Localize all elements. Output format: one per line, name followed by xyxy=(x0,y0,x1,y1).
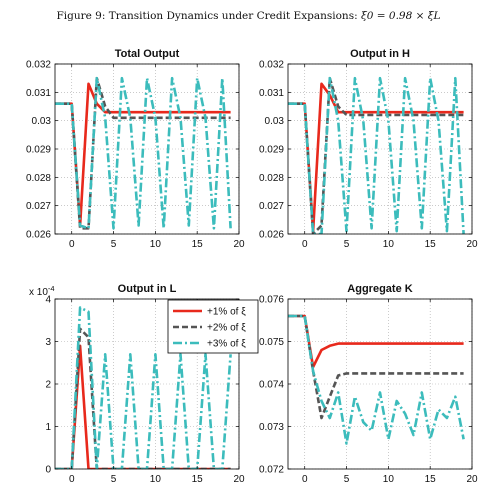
x-tick-label: 0 xyxy=(302,239,308,250)
y-tick-label: 2 xyxy=(45,380,51,391)
x-tick-label: 5 xyxy=(111,474,117,485)
x-tick-label: 20 xyxy=(233,474,245,485)
figure-title-text: Figure 9: Transition Dynamics under Cred… xyxy=(56,10,358,22)
y-tick-label: 0.072 xyxy=(259,465,284,476)
x-tick-label: 15 xyxy=(425,474,437,485)
series-plus3-line xyxy=(288,76,465,234)
panel-3: 0 5 10 15 20 0.072 0.073 0.074 0.075 0.076 Aggrega… xyxy=(259,283,478,485)
y-tick-label: 0.028 xyxy=(26,173,51,184)
x-tick-label: 0 xyxy=(302,474,308,485)
x-tick-label: 20 xyxy=(466,474,478,485)
y-tick-label: 0.026 xyxy=(26,230,51,241)
x-tick-label: 0 xyxy=(69,474,75,485)
y-tick-label: 0.027 xyxy=(259,201,284,212)
x-tick-label: 10 xyxy=(150,239,162,250)
panel-0: 0 5 10 15 20 0.026 0.027 0.028 0.029 0.03 0.031 0.0… xyxy=(26,48,245,250)
y-tick-label: 0.073 xyxy=(259,422,284,433)
panel-title: Output in H xyxy=(350,48,410,60)
y-tick-label: 0.031 xyxy=(26,88,51,99)
y-tick-label: 0.03 xyxy=(32,116,52,127)
y-tick-label: 0.029 xyxy=(26,145,51,156)
series-plus3-line xyxy=(55,76,232,230)
legend-label-series-plus3: +3% of ξ xyxy=(207,339,246,350)
y-tick-label: 0.032 xyxy=(26,60,51,71)
legend: +1% of ξ +2% of ξ +3% of ξ xyxy=(167,299,259,354)
x-tick-label: 20 xyxy=(466,239,478,250)
figure-title: Figure 9: Transition Dynamics under Cred… xyxy=(0,10,497,22)
x-tick-label: 15 xyxy=(192,239,204,250)
x-tick-label: 5 xyxy=(111,239,117,250)
x-tick-label: 5 xyxy=(344,474,350,485)
y-tick-label: 0.031 xyxy=(259,88,284,99)
y-tick-label: 0 xyxy=(45,465,51,476)
y-multiplier-exponent: -4 xyxy=(48,284,55,293)
y-tick-label: 0.074 xyxy=(259,380,284,391)
y-tick-label: 0.026 xyxy=(259,230,284,241)
legend-label-series-plus2: +2% of ξ xyxy=(207,323,246,334)
legend-label-series-plus1: +1% of ξ xyxy=(207,307,246,318)
series-plus2-line xyxy=(55,327,231,469)
y-tick-label: 0.076 xyxy=(259,295,284,306)
x-tick-label: 20 xyxy=(233,239,245,250)
y-tick-label: 0.028 xyxy=(259,173,284,184)
y-tick-label: 0.03 xyxy=(265,116,285,127)
x-tick-label: 15 xyxy=(425,239,437,250)
y-tick-label: 4 xyxy=(45,295,51,306)
y-tick-label: 3 xyxy=(45,337,51,348)
panel-1: 0 5 10 15 20 0.026 0.027 0.028 0.029 0.03 0.031 0.0… xyxy=(259,48,478,250)
panel-title: Output in L xyxy=(118,283,177,295)
series-plus3-line xyxy=(55,306,232,469)
x-tick-label: 10 xyxy=(150,474,162,485)
series-plus2-line xyxy=(288,314,464,420)
x-tick-label: 0 xyxy=(69,239,75,250)
y-tick-label: 0.075 xyxy=(259,337,284,348)
x-tick-label: 10 xyxy=(383,239,395,250)
y-tick-label: 0.032 xyxy=(259,60,284,71)
y-tick-label: 1 xyxy=(45,422,51,433)
figure-title-math: ξ0 = 0.98 × ξL xyxy=(360,10,441,22)
panel-title: Aggregate K xyxy=(347,283,412,295)
x-tick-label: 10 xyxy=(383,474,395,485)
x-tick-label: 5 xyxy=(344,239,350,250)
y-tick-label: 0.029 xyxy=(259,145,284,156)
x-tick-label: 15 xyxy=(192,474,204,485)
series-plus3-line xyxy=(288,314,465,445)
panel-title: Total Output xyxy=(115,48,180,60)
y-tick-label: 0.027 xyxy=(26,201,51,212)
